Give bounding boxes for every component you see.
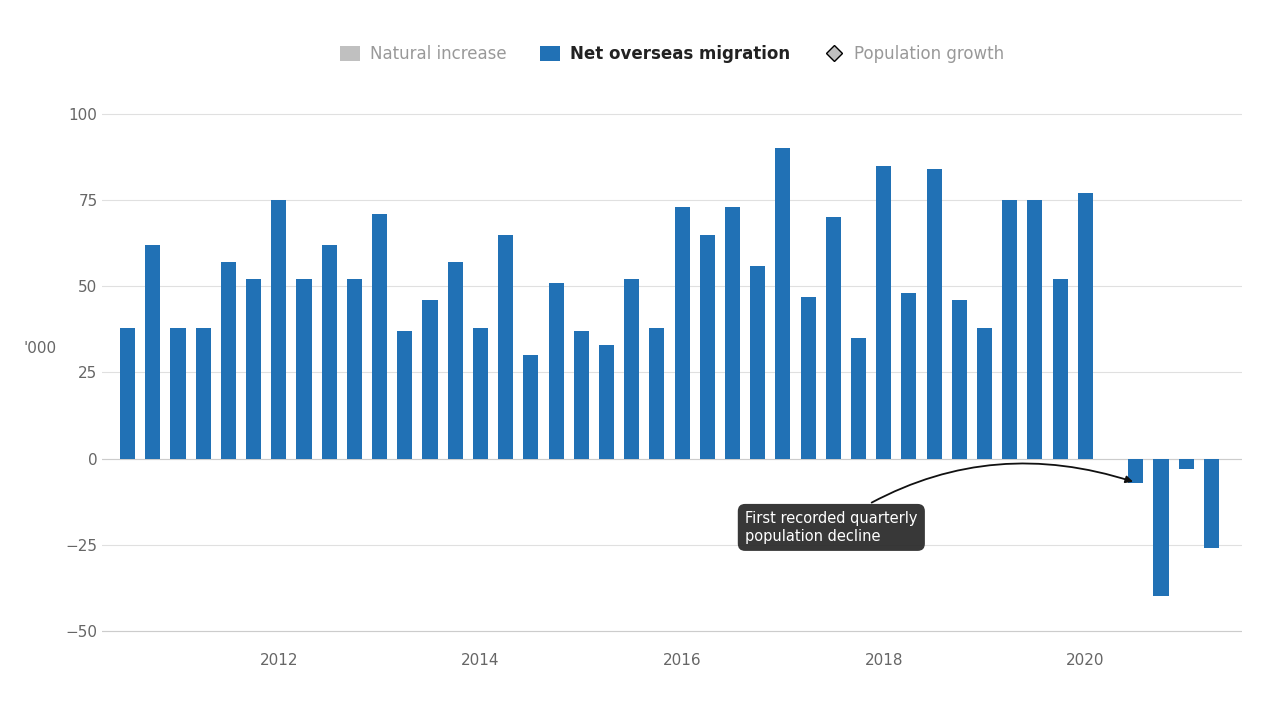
Bar bbox=[1179, 459, 1194, 469]
Bar bbox=[952, 300, 966, 459]
Bar bbox=[196, 328, 211, 459]
Bar bbox=[800, 297, 815, 459]
Text: First recorded quarterly
population decline: First recorded quarterly population decl… bbox=[745, 464, 1132, 544]
Bar bbox=[448, 262, 463, 459]
Bar bbox=[776, 148, 791, 459]
Bar bbox=[347, 279, 362, 459]
Bar bbox=[145, 245, 160, 459]
Bar bbox=[977, 328, 992, 459]
Bar bbox=[472, 328, 488, 459]
Bar bbox=[1002, 200, 1018, 459]
Bar bbox=[397, 331, 412, 459]
Bar bbox=[221, 262, 236, 459]
Bar bbox=[1052, 279, 1068, 459]
Bar bbox=[599, 345, 614, 459]
Bar bbox=[498, 235, 513, 459]
Bar bbox=[826, 217, 841, 459]
Bar bbox=[927, 169, 942, 459]
Bar bbox=[321, 245, 337, 459]
Bar bbox=[724, 207, 740, 459]
Bar bbox=[549, 283, 563, 459]
Bar bbox=[700, 235, 714, 459]
Bar bbox=[422, 300, 438, 459]
Bar bbox=[1153, 459, 1169, 596]
Bar bbox=[524, 355, 539, 459]
Bar bbox=[750, 266, 765, 459]
Bar bbox=[271, 200, 287, 459]
Bar bbox=[649, 328, 664, 459]
Bar bbox=[1028, 200, 1042, 459]
Bar bbox=[246, 279, 261, 459]
Bar bbox=[120, 328, 136, 459]
Bar bbox=[851, 338, 867, 459]
Bar bbox=[675, 207, 690, 459]
Bar bbox=[1203, 459, 1219, 548]
Y-axis label: '000: '000 bbox=[23, 341, 56, 356]
Bar bbox=[625, 279, 639, 459]
Bar bbox=[1078, 193, 1093, 459]
Bar bbox=[372, 214, 387, 459]
Bar bbox=[170, 328, 186, 459]
Bar bbox=[573, 331, 589, 459]
Legend: Natural increase, Net overseas migration, Population growth: Natural increase, Net overseas migration… bbox=[334, 39, 1010, 70]
Bar bbox=[297, 279, 311, 459]
Bar bbox=[876, 166, 891, 459]
Bar bbox=[901, 293, 916, 459]
Bar bbox=[1128, 459, 1143, 482]
